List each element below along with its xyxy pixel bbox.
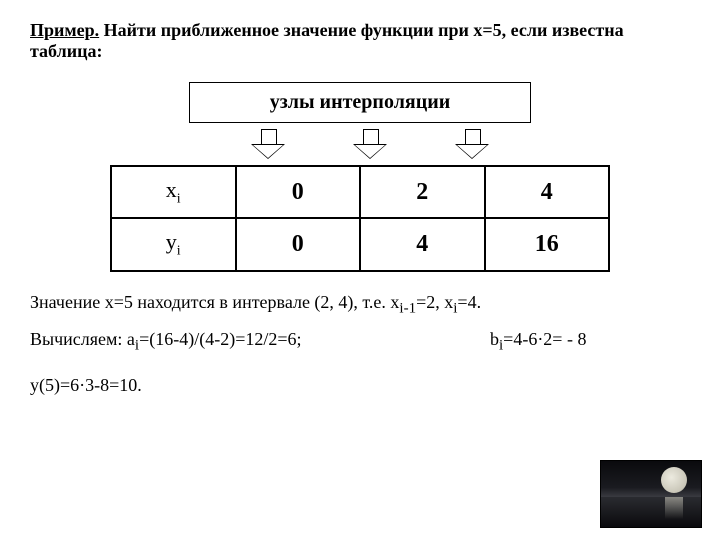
title-underline: Пример.	[30, 20, 99, 40]
thumbnail-image	[600, 460, 702, 528]
table-cell: 2	[360, 166, 485, 218]
interval-text: Значение х=5 находится в интервале (2, 4…	[30, 292, 690, 318]
example-title: Пример. Найти приближенное значение функ…	[30, 20, 690, 62]
arrows-row	[30, 129, 690, 159]
table-row: xi 0 2 4	[111, 166, 609, 218]
table-cell: 4	[360, 218, 485, 270]
table-row: yi 0 4 16	[111, 218, 609, 270]
title-rest: Найти приближенное значение функции при …	[30, 20, 624, 61]
down-arrow-icon	[353, 129, 387, 159]
down-arrow-icon	[455, 129, 489, 159]
calculation-row: Вычисляем: ai=(16-4)/(4-2)=12/2=6; bi=4-…	[30, 329, 690, 355]
result-text: y(5)=6·3-8=10.	[30, 375, 690, 396]
row-label-x: xi	[111, 166, 236, 218]
interpolation-nodes-label: узлы интерполяции	[189, 82, 531, 123]
table-cell: 0	[236, 218, 361, 270]
table-cell: 4	[485, 166, 610, 218]
calc-b: bi=4-6·2= - 8	[490, 329, 690, 355]
data-table: xi 0 2 4 yi 0 4 16	[110, 165, 610, 272]
table-cell: 0	[236, 166, 361, 218]
row-label-y: yi	[111, 218, 236, 270]
calc-a: Вычисляем: ai=(16-4)/(4-2)=12/2=6;	[30, 329, 490, 355]
table-cell: 16	[485, 218, 610, 270]
down-arrow-icon	[251, 129, 285, 159]
